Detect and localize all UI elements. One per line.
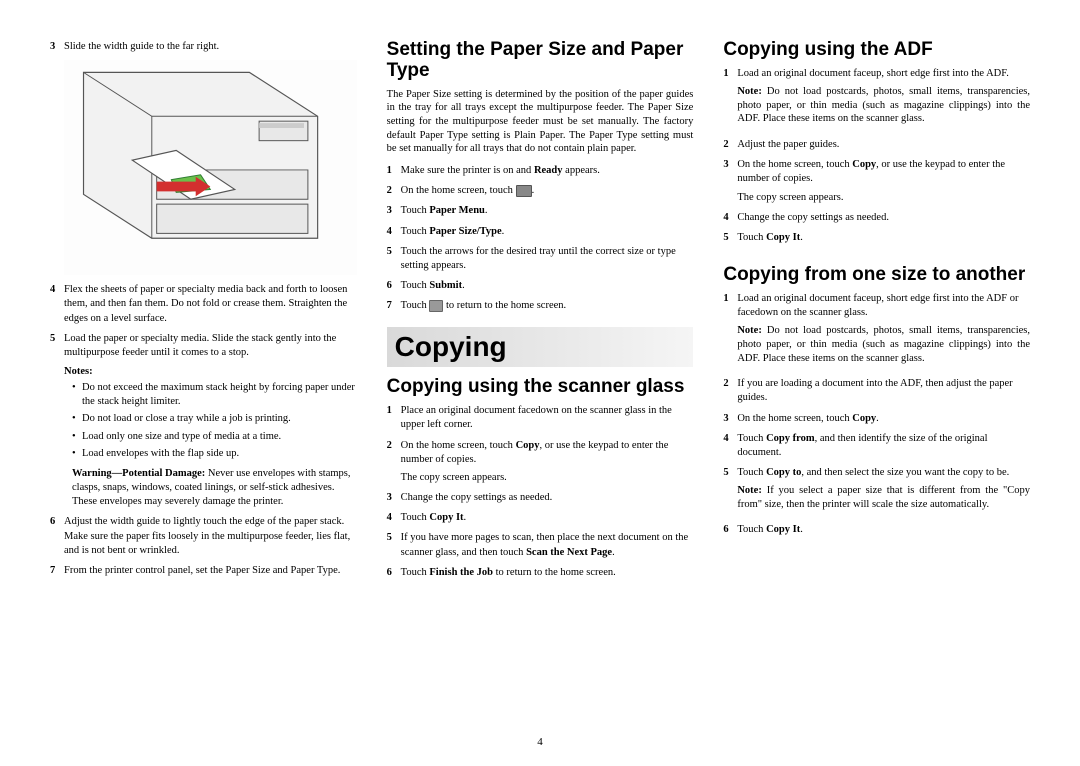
bullet-item: •Do not exceed the maximum stack height … (72, 381, 357, 409)
heading-scanner: Copying using the scanner glass (387, 377, 694, 398)
list-item: 1 Load an original document faceup, shor… (723, 67, 1030, 132)
list-item: 4 Change the copy settings as needed. (723, 211, 1030, 225)
list-item: 5 Touch the arrows for the desired tray … (387, 245, 694, 273)
warning-label: Warning—Potential Damage: (72, 468, 205, 479)
list-item: 3 On the home screen, touch Copy. (723, 412, 1030, 426)
column-2: Setting the Paper Size and Paper Type Th… (387, 40, 694, 586)
step-text: Load the paper or specialty media. Slide… (64, 332, 357, 360)
list-item: 7 From the printer control panel, set th… (50, 564, 357, 578)
step-number: 6 (50, 515, 64, 558)
list-item: 2 If you are loading a document into the… (723, 377, 1030, 405)
heading-adf: Copying using the ADF (723, 40, 1030, 61)
list-item: 3 Slide the width guide to the far right… (50, 40, 357, 54)
step-number: 7 (50, 564, 64, 578)
list-item: 5 Load the paper or specialty media. Sli… (50, 332, 357, 360)
list-item: 1 Make sure the printer is on and Ready … (387, 164, 694, 178)
page-number: 4 (0, 736, 1080, 748)
menu-icon (516, 185, 532, 197)
list-item: 7 Touch to return to the home screen. (387, 299, 694, 313)
heading-setting: Setting the Paper Size and Paper Type (387, 40, 694, 82)
step-text: Slide the width guide to the far right. (64, 40, 357, 54)
list-item: 2 On the home screen, touch Copy, or use… (387, 439, 694, 486)
home-icon (429, 300, 443, 312)
printer-svg (64, 60, 357, 275)
column-3: Copying using the ADF 1 Load an original… (723, 40, 1030, 586)
bullet-item: •Load only one size and type of media at… (72, 430, 357, 444)
list-item: 1 Load an original document faceup, shor… (723, 292, 1030, 371)
step-number: 4 (50, 283, 64, 326)
list-item: 5 If you have more pages to scan, then p… (387, 531, 694, 559)
bullet-item: •Do not load or close a tray while a job… (72, 412, 357, 426)
list-item: 6 Adjust the width guide to lightly touc… (50, 515, 357, 558)
heading-size: Copying from one size to another (723, 265, 1030, 286)
warning-block: Warning—Potential Damage: Never use enve… (72, 467, 357, 510)
list-item: 5 Touch Copy to, and then select the siz… (723, 466, 1030, 517)
printer-illustration (64, 60, 357, 275)
list-item: 4 Flex the sheets of paper or specialty … (50, 283, 357, 326)
bullet-item: •Load envelopes with the flap side up. (72, 447, 357, 461)
step-text: Adjust the width guide to lightly touch … (64, 515, 357, 558)
list-item: 6 Touch Submit. (387, 279, 694, 293)
list-item: 3 Touch Paper Menu. (387, 204, 694, 218)
list-item: 3 On the home screen, touch Copy, or use… (723, 158, 1030, 205)
page-columns: 3 Slide the width guide to the far right… (50, 40, 1030, 586)
setting-paragraph: The Paper Size setting is determined by … (387, 88, 694, 156)
notes-label: Notes: (64, 366, 357, 377)
list-item: 5 Touch Copy It. (723, 231, 1030, 245)
column-1: 3 Slide the width guide to the far right… (50, 40, 357, 586)
list-item: 6 Touch Finish the Job to return to the … (387, 566, 694, 580)
step-number: 5 (50, 332, 64, 360)
step-text: Flex the sheets of paper or specialty me… (64, 283, 357, 326)
list-item: 4 Touch Copy from, and then identify the… (723, 432, 1030, 460)
list-item: 2 Adjust the paper guides. (723, 138, 1030, 152)
step-text: From the printer control panel, set the … (64, 564, 357, 578)
list-item: 6 Touch Copy It. (723, 523, 1030, 537)
list-item: 1 Place an original document facedown on… (387, 404, 694, 432)
list-item: 4 Touch Copy It. (387, 511, 694, 525)
list-item: 3 Change the copy settings as needed. (387, 491, 694, 505)
list-item: 2 On the home screen, touch . (387, 184, 694, 198)
copying-banner: Copying (387, 327, 694, 367)
step-number: 3 (50, 40, 64, 54)
list-item: 4 Touch Paper Size/Type. (387, 225, 694, 239)
